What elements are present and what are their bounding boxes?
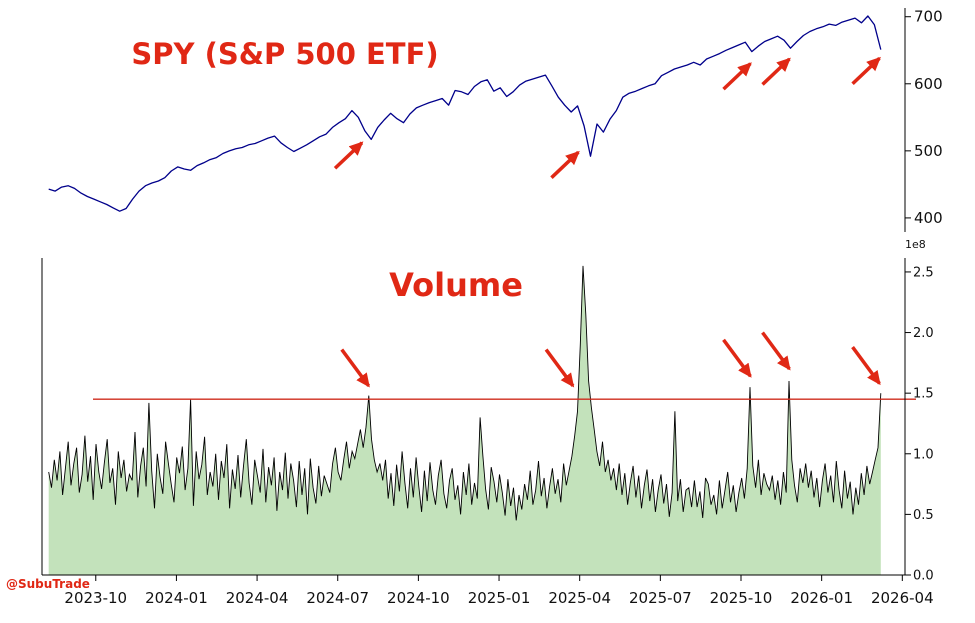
price-annotation-arrow <box>851 56 881 86</box>
x-tick-label: 2025-01 <box>468 589 531 607</box>
volume-area <box>48 265 881 575</box>
volume-ytick-label: 2.5 <box>913 265 934 280</box>
volume-annotation-arrow <box>544 348 575 388</box>
volume-annotation-arrow <box>340 348 371 388</box>
volume-annotation-arrow <box>851 346 881 386</box>
price-chart-title: SPY (S&P 500 ETF) <box>131 37 438 71</box>
price-annotation-arrow <box>333 141 364 170</box>
volume-panel: 0.0 0.5 1.0 1.5 2.0 2.5 2023-10 2024-01 2024-04 2… <box>41 258 934 607</box>
volume-chart-title: Volume <box>389 266 523 304</box>
x-tick-label: 2024-01 <box>145 589 208 607</box>
price-annotation-arrow <box>761 57 791 86</box>
price-annotation-arrow <box>550 150 580 179</box>
volume-ytick-label: 0.0 <box>913 569 934 584</box>
x-tick-label: 2026-01 <box>790 589 853 607</box>
price-line <box>48 15 882 212</box>
x-tick-label: 2023-10 <box>64 589 127 607</box>
volume-outline <box>48 265 882 521</box>
volume-ytick-label: 0.5 <box>913 508 934 523</box>
price-panel: 400 500 600 700 <box>48 8 943 232</box>
x-tick-label: 2025-04 <box>548 589 611 607</box>
volume-ytick-label: 1.0 <box>913 447 934 462</box>
watermark: @SubuTrade <box>6 577 90 591</box>
volume-ytick-label: 1.5 <box>913 387 934 402</box>
price-ytick-label: 600 <box>914 75 943 93</box>
volume-ytick-label: 2.0 <box>913 326 934 341</box>
x-tick-label: 2024-04 <box>226 589 289 607</box>
x-tick-label: 2024-10 <box>387 589 450 607</box>
x-tick-label: 2025-10 <box>710 589 773 607</box>
x-tick-label: 2026-04 <box>871 589 934 607</box>
price-ytick-label: 700 <box>914 8 943 26</box>
price-annotation-arrow <box>722 62 752 91</box>
price-ytick-label: 500 <box>914 142 943 160</box>
volume-scale-label: 1e8 <box>905 238 926 251</box>
x-tick-label: 2024-07 <box>306 589 369 607</box>
volume-annotation-arrow <box>761 331 791 371</box>
price-ytick-label: 400 <box>914 209 943 227</box>
x-tick-label: 2025-07 <box>629 589 692 607</box>
volume-annotation-arrow <box>722 338 752 378</box>
